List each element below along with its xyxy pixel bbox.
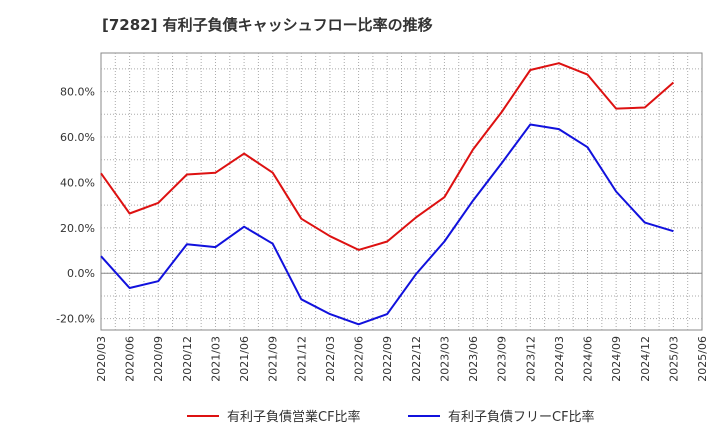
x-tick-label: 2021/12 [295,336,308,382]
y-tick-label: 0.0% [67,267,95,280]
x-tick-label: 2023/06 [467,336,480,382]
x-tick-label: 2021/03 [209,336,222,382]
y-tick-label: 40.0% [60,176,95,189]
x-tick-label: 2020/09 [152,336,165,382]
series-line-2 [100,123,674,326]
x-tick-label: 2022/06 [353,336,366,382]
y-tick-label: 80.0% [60,86,95,99]
x-tick-label: 2021/06 [238,336,251,382]
chart-title: [7282] 有利子負債キャッシュフロー比率の推移 [102,16,433,34]
series-line-1 [100,62,675,251]
x-tick-label: 2025/03 [667,336,680,382]
x-tick-label: 2020/03 [95,336,108,382]
x-tick-label: 2024/06 [582,336,595,382]
x-tick-label: 2020/12 [181,336,194,382]
x-tick-label: 2022/12 [410,336,423,382]
x-tick-label: 2022/03 [324,336,337,382]
x-tick-label: 2020/06 [124,336,137,382]
x-tick-label: 2024/12 [639,336,652,382]
x-tick-label: 2021/09 [267,336,280,382]
legend-label-2: 有利子負債フリーCF比率 [448,409,595,425]
x-tick-label: 2024/09 [610,336,623,382]
y-tick-label: 60.0% [60,131,95,144]
legend-label-1: 有利子負債営業CF比率 [227,409,361,425]
y-tick-label: 20.0% [60,222,95,235]
x-tick-label: 2024/03 [553,336,566,382]
x-tick-label: 2025/06 [696,336,709,382]
x-tick-label: 2023/03 [438,336,451,382]
x-tick-label: 2023/09 [496,336,509,382]
x-tick-label: 2022/09 [381,336,394,382]
y-tick-label: -20.0% [56,313,95,326]
x-tick-label: 2023/12 [524,336,537,382]
